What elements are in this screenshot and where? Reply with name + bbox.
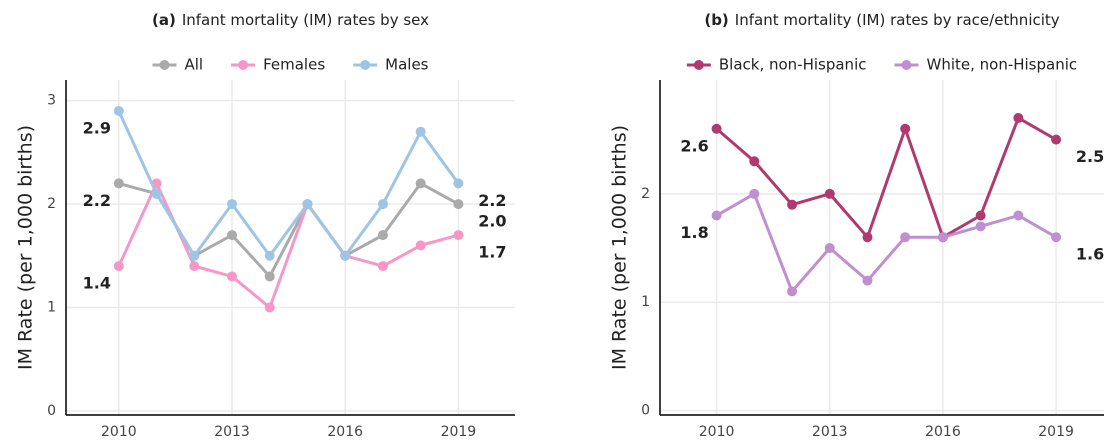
data-point (189, 261, 200, 272)
x-tick-label: 2010 (699, 424, 735, 440)
x-tick-label: 2016 (327, 424, 363, 440)
data-point (264, 250, 275, 261)
y-tick-label: 1 (641, 294, 650, 310)
chart-title: (a) Infant mortality (IM) rates by sex (152, 11, 429, 29)
data-label: 2.6 (680, 136, 708, 155)
data-point (711, 210, 722, 221)
data-label: 2.2 (478, 191, 506, 210)
data-label: 1.4 (83, 274, 111, 293)
data-label: 2.0 (478, 212, 506, 231)
title-label: (a) (152, 11, 176, 29)
legend-label: Males (385, 56, 429, 74)
data-point (1013, 210, 1024, 221)
data-point (711, 123, 722, 134)
data-point (113, 106, 124, 117)
data-point (900, 123, 911, 134)
data-point (113, 178, 124, 189)
title-text: Infant mortality (IM) rates by sex (182, 11, 429, 29)
x-tick-label: 2016 (925, 424, 961, 440)
y-axis-label: IM Rate (per 1,000 births) (15, 125, 37, 370)
data-point (453, 178, 464, 189)
x-tick-label: 2010 (101, 424, 137, 440)
data-label: 1.6 (1076, 245, 1104, 264)
series-line (715, 191, 1057, 295)
x-tick-label: 2013 (812, 424, 848, 440)
data-point (377, 261, 388, 272)
data-point (227, 271, 238, 282)
y-axis-label: IM Rate (per 1,000 births) (609, 125, 631, 370)
data-point (113, 261, 124, 272)
legend-dot (693, 60, 704, 70)
data-point (787, 199, 798, 210)
legend-label: White, non-Hispanic (926, 56, 1077, 74)
data-point (749, 188, 760, 199)
data-point (264, 302, 275, 313)
chart-title: (b) Infant mortality (IM) rates by race/e… (704, 11, 1059, 29)
series-line (117, 110, 460, 259)
x-tick-label: 2013 (214, 424, 250, 440)
legend-dot (238, 60, 249, 70)
data-point (264, 271, 275, 282)
y-tick-label: 2 (641, 186, 650, 202)
data-point (453, 199, 464, 210)
data-label: 2.5 (1076, 147, 1104, 166)
data-point (824, 188, 835, 199)
title-text: Infant mortality (IM) rates by race/ethn… (735, 11, 1060, 29)
data-point (377, 199, 388, 210)
data-label: 1.7 (478, 243, 506, 262)
legend: Black, non-Hispanic White, non-Hispanic (686, 56, 1077, 74)
y-tick-label: 2 (47, 196, 56, 212)
data-point (189, 250, 200, 261)
series-line (715, 115, 1057, 241)
data-point (1051, 134, 1062, 145)
data-point (824, 243, 835, 254)
data-point (787, 286, 798, 297)
data-point (151, 188, 162, 199)
y-tick-label: 1 (47, 299, 56, 315)
data-point (453, 230, 464, 241)
y-tick-label: 3 (47, 93, 56, 109)
data-label: 2.9 (83, 119, 111, 138)
x-tick-label: 2019 (441, 424, 477, 440)
data-point (415, 240, 426, 251)
data-label: 1.8 (680, 223, 708, 242)
legend-dot (901, 60, 912, 70)
legend-label: Black, non-Hispanic (719, 56, 867, 74)
data-label: 2.2 (83, 191, 111, 210)
data-point (862, 232, 873, 243)
data-point (340, 250, 351, 261)
y-tick-label: 0 (47, 403, 56, 419)
data-point (900, 232, 911, 243)
data-point (975, 221, 986, 232)
legend-label: Females (263, 56, 325, 74)
x-tick-label: 2019 (1038, 424, 1074, 440)
data-point (1051, 232, 1062, 243)
chart: (b) Infant mortality (IM) rates by race/e… (609, 11, 1104, 440)
data-point (975, 210, 986, 221)
data-point (415, 126, 426, 137)
legend-label: All (184, 56, 203, 74)
data-point (1013, 112, 1024, 123)
title-label: (b) (704, 11, 728, 29)
chart: (a) Infant mortality (IM) rates by sex IM … (15, 11, 515, 440)
data-point (415, 178, 426, 189)
data-point (749, 156, 760, 167)
legend-dot (159, 60, 170, 70)
data-point (227, 199, 238, 210)
legend: All Females Males (152, 56, 429, 74)
data-point (227, 230, 238, 241)
data-point (937, 232, 948, 243)
data-point (377, 230, 388, 241)
data-point (302, 199, 313, 210)
legend-dot (360, 60, 371, 70)
y-tick-label: 0 (641, 403, 650, 419)
data-point (862, 275, 873, 286)
